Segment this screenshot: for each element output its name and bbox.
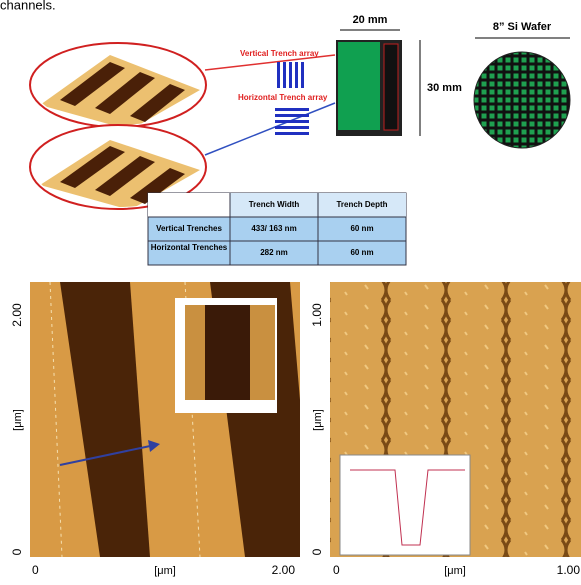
table-cell: Horizontal Trenches: [150, 242, 228, 253]
afm-3d-vertical: [30, 43, 206, 130]
label: 8” Si Wafer: [493, 21, 552, 33]
axis-label: [μm]: [12, 409, 24, 431]
label: Vertical Trench array: [240, 49, 319, 58]
horizontal-array-icon: [275, 108, 309, 135]
axis-label: 1.00: [310, 303, 324, 327]
table-header: Trench Depth: [336, 200, 387, 209]
axis-label: 2.00: [272, 563, 296, 577]
axis-label: [μm]: [312, 409, 324, 431]
axis-label: [μm]: [444, 565, 466, 577]
table-cell: Vertical Trenches: [156, 224, 222, 233]
table-cell: 60 nm: [350, 224, 373, 233]
axis-label: 0: [310, 548, 324, 555]
table-cell: 433/ 163 nm: [251, 224, 296, 233]
figure: channels. Vertical Trench array Horizont…: [0, 0, 581, 580]
axis-label: [μm]: [154, 565, 176, 577]
table-cell: 60 nm: [350, 248, 373, 257]
axis-label: 0: [333, 563, 340, 577]
axis-label: 1.00: [557, 563, 581, 577]
axis-label: 0: [32, 563, 39, 577]
afm-image-right: [330, 282, 581, 557]
axis-label: 0: [10, 548, 24, 555]
label: Horizontal Trench array: [238, 93, 328, 102]
table-header: Trench Width: [249, 200, 300, 209]
caption: channels.: [0, 0, 56, 12]
chip: [336, 40, 402, 136]
label: 20 mm: [353, 14, 388, 26]
table: Trench Width Trench Depth Vertical Trenc…: [148, 193, 406, 265]
label: 30 mm: [427, 82, 462, 94]
vertical-array-icon: [277, 62, 304, 88]
table-cell: 282 nm: [260, 248, 288, 257]
axis-label: 2.00: [10, 303, 24, 327]
afm-image-left: [30, 282, 300, 557]
wafer: [474, 52, 570, 148]
